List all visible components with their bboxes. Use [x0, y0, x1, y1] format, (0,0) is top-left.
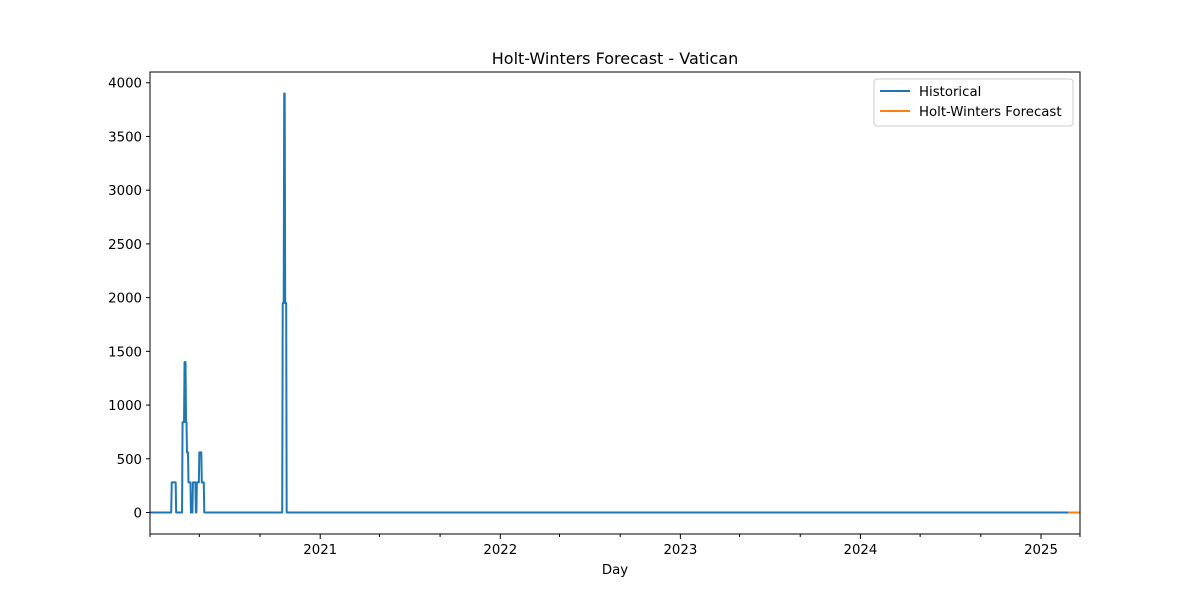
y-tick-label: 2000 [108, 292, 142, 307]
y-tick-label: 3000 [108, 184, 142, 199]
chart-title: Holt-Winters Forecast - Vatican [492, 49, 738, 68]
x-axis-label: Day [602, 563, 628, 578]
y-axis: 0 500 1000 1500 2000 2500 3000 3500 4000 [108, 77, 150, 522]
legend-box [873, 78, 1074, 127]
series-layer [150, 92, 1080, 514]
series-line-historical [150, 92, 1069, 514]
y-tick-label: 3500 [108, 130, 142, 145]
legend-label-forecast: Holt-Winters Forecast [919, 105, 1062, 120]
x-tick-label: 2023 [663, 543, 697, 558]
legend: Historical Holt-Winters Forecast [873, 78, 1074, 127]
x-axis: 2021 2022 2023 2024 2025 [149, 534, 1081, 558]
legend-label-historical: Historical [919, 85, 981, 100]
y-tick-label: 1500 [108, 345, 142, 360]
x-tick-label: 2021 [303, 543, 337, 558]
plot-frame [149, 71, 1081, 535]
x-tick-label: 2025 [1024, 543, 1058, 558]
y-tick-label: 500 [117, 453, 142, 468]
y-tick-label: 2500 [108, 238, 142, 253]
x-tick-label: 2024 [844, 543, 878, 558]
y-tick-label: 4000 [108, 77, 142, 92]
y-tick-label: 0 [134, 507, 142, 522]
y-tick-label: 1000 [108, 399, 142, 414]
x-tick-label: 2022 [483, 543, 517, 558]
